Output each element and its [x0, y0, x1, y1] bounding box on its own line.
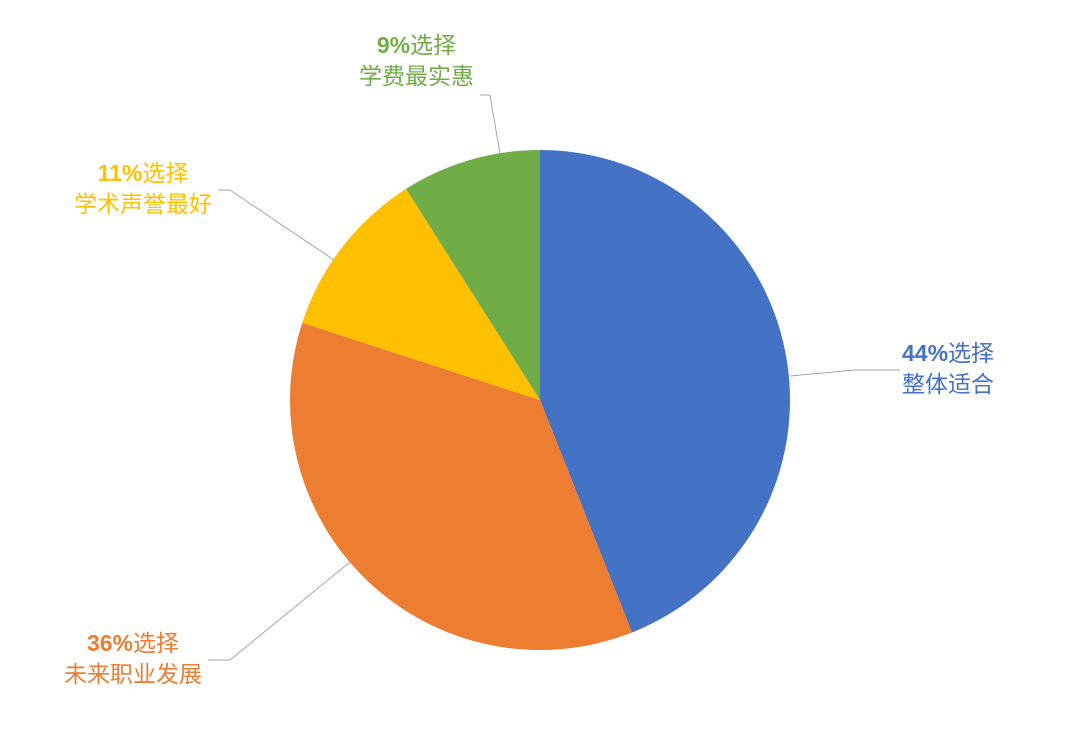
slice-desc2-overall-fit: 整体适合 [902, 371, 994, 397]
slice-pct-tuition: 9% [377, 32, 410, 58]
slice-desc1-reputation: 选择 [142, 160, 188, 186]
slice-desc2-tuition: 学费最实惠 [359, 63, 474, 89]
slice-pct-career: 36% [87, 630, 133, 656]
pie-chart-container: 44%选择 整体适合 36%选择 未来职业发展 11%选择 学术声誉最好 9%选… [0, 0, 1080, 741]
slice-label-overall-fit: 44%选择 整体适合 [902, 338, 994, 400]
slice-label-reputation: 11%选择 学术声誉最好 [74, 158, 212, 220]
slice-pct-reputation: 11% [98, 160, 143, 186]
slice-label-career: 36%选择 未来职业发展 [64, 628, 202, 690]
slice-desc2-career: 未来职业发展 [64, 661, 202, 687]
slice-pct-overall-fit: 44% [902, 340, 948, 366]
slice-desc1-tuition: 选择 [410, 32, 456, 58]
slice-label-tuition: 9%选择 学费最实惠 [359, 30, 474, 92]
slice-desc2-reputation: 学术声誉最好 [74, 191, 212, 217]
slice-desc1-career: 选择 [133, 630, 179, 656]
slice-desc1-overall-fit: 选择 [948, 340, 994, 366]
